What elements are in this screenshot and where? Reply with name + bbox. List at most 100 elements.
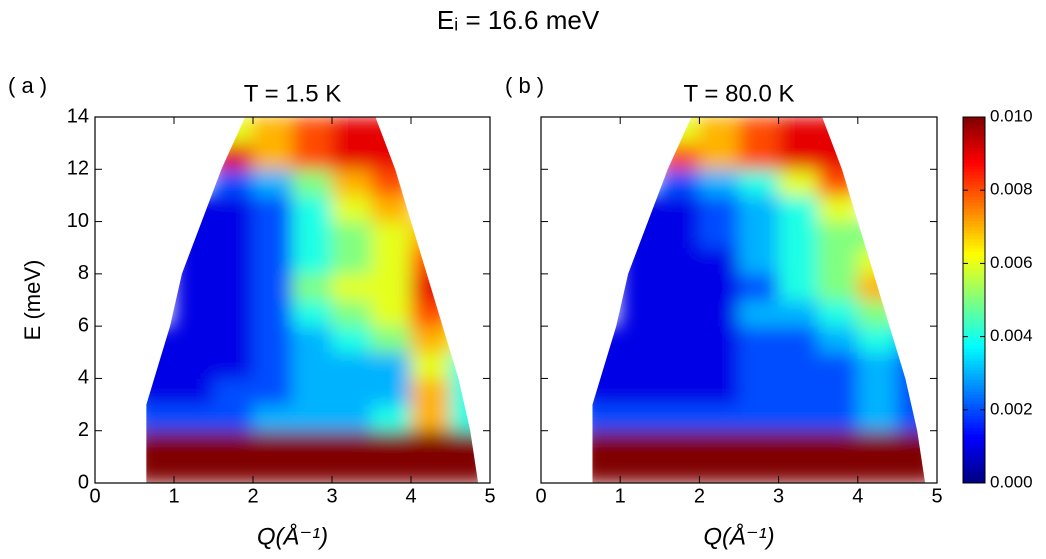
heatmap-cell (592, 404, 621, 432)
y-tick-label: 8 (78, 262, 89, 284)
heatmap-cell (252, 273, 293, 301)
heatmap-cell (450, 351, 479, 379)
heatmap-cell (659, 456, 700, 483)
y-tick-label: 6 (78, 314, 89, 336)
heatmap-cell (698, 168, 740, 196)
heatmap-cell (292, 168, 333, 196)
heatmap-cell (778, 325, 819, 353)
heatmap-cell (778, 456, 819, 483)
heatmap-cell (659, 221, 700, 249)
x-axis-label: Q(Å⁻¹) (257, 522, 328, 550)
x-tick-label: 4 (405, 485, 416, 507)
colorbar-frame (962, 116, 986, 484)
heatmap-cell (213, 247, 254, 275)
heatmap-cell (778, 404, 819, 432)
heatmap-cell (857, 456, 898, 483)
heatmap-cell (619, 247, 661, 275)
panel-title: T = 80.0 K (684, 80, 795, 107)
heatmap-cell (213, 117, 254, 144)
heatmap-cell (659, 273, 700, 301)
heatmap-cell (659, 377, 700, 406)
heatmap-cell (450, 404, 479, 432)
heatmap-cell (817, 273, 859, 301)
heatmap-cell (778, 247, 819, 275)
heatmap-cell (331, 430, 372, 458)
heatmap-cell (592, 351, 621, 379)
heatmap-cell (371, 351, 412, 379)
heatmap-cell (857, 325, 898, 353)
heatmap-cell (698, 221, 740, 249)
heatmap-cell (173, 325, 214, 353)
heatmap-cell (410, 299, 451, 327)
heatmap-cell (592, 430, 621, 458)
heatmap-cell (778, 351, 819, 379)
y-tick-label: 12 (67, 158, 89, 180)
y-tick-label: 0 (78, 471, 89, 493)
heatmap-cell (817, 404, 859, 432)
heatmap-cell (292, 273, 333, 301)
heatmap-cell (698, 351, 740, 379)
heatmap-cell (146, 456, 175, 483)
heatmap-cell (252, 430, 293, 458)
heatmap-cell (292, 325, 333, 353)
heatmap-cell (817, 168, 859, 196)
heatmap-cell (331, 194, 372, 223)
heatmap-cell (857, 273, 898, 301)
heatmap-cell (252, 377, 293, 406)
heatmap-cell (331, 221, 372, 249)
heatmap-cell (896, 430, 926, 458)
heatmap-cell (292, 221, 333, 249)
heatmap-cell (146, 325, 175, 353)
heatmap-cell (410, 456, 451, 483)
x-tick-label: 1 (168, 485, 179, 507)
heatmap-cell (738, 273, 780, 301)
heatmap-cell (173, 221, 214, 249)
heatmap-cell (292, 430, 333, 458)
heatmap-cell (659, 194, 700, 223)
heatmap-cell (410, 430, 451, 458)
heatmap-cell (738, 404, 780, 432)
x-tick-label: 4 (852, 485, 863, 507)
heatmap-cell (896, 351, 926, 379)
heatmap-cell (331, 142, 372, 170)
heatmap-cell (173, 247, 214, 275)
heatmap-cell (371, 142, 412, 170)
heatmap-cell (292, 299, 333, 327)
x-tick-label: 3 (773, 485, 784, 507)
heatmap-cell (619, 325, 661, 353)
heatmap-cell (331, 168, 372, 196)
heatmap-cell (817, 117, 859, 144)
y-tick-label: 10 (67, 210, 89, 232)
heatmap-cell (817, 377, 859, 406)
heatmap-cell (896, 377, 926, 406)
heatmap-cell (698, 299, 740, 327)
heatmap-cell (252, 351, 293, 379)
heatmap-cell (659, 351, 700, 379)
y-tick-label: 14 (67, 105, 89, 127)
heatmap-cell (173, 456, 214, 483)
x-axis-label: Q(Å⁻¹) (703, 522, 774, 550)
heatmap-cell (857, 430, 898, 458)
heatmap-cell (778, 221, 819, 249)
heatmap-cell (371, 221, 412, 249)
heatmap-cell (173, 299, 214, 327)
colorbar-tick-label: 0.008 (990, 180, 1033, 199)
heatmap-cell (619, 377, 661, 406)
heatmap-cell (371, 117, 412, 144)
heatmap-cell (371, 404, 412, 432)
heatmap-cell (659, 142, 700, 170)
heatmap-cell (213, 221, 254, 249)
heatmap-cell (146, 377, 175, 406)
heatmap-cell (173, 194, 214, 223)
heatmap-cell (659, 404, 700, 432)
heatmap-cell (331, 325, 372, 353)
panel-label: ( a ) (8, 73, 47, 98)
heatmap-cell (817, 351, 859, 379)
heatmap-cell (698, 377, 740, 406)
heatmap-cell (738, 430, 780, 458)
heatmap-cell (738, 377, 780, 406)
heatmap-cell (619, 299, 661, 327)
heatmap-cell (450, 456, 479, 483)
heatmap-cell (292, 117, 333, 144)
x-tick-label: 5 (484, 485, 495, 507)
